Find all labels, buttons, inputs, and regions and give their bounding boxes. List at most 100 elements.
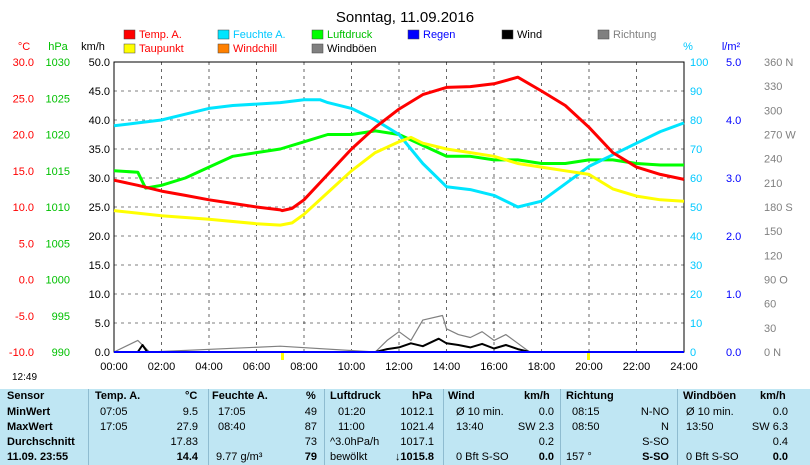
x-tick-label: 20:00 (575, 361, 603, 373)
temp-axis-unit: °C (18, 41, 30, 53)
legend-label: Feuchte A. (233, 29, 286, 41)
wind-tick-label: 15.0 (89, 260, 110, 272)
pressure-tick-label: 1025 (46, 93, 70, 105)
x-tick-label: 08:00 (290, 361, 318, 373)
series-line-taupunkt (113, 135, 685, 227)
direction-tick-label: 30 (764, 323, 776, 335)
x-tick-label: 04:00 (195, 361, 223, 373)
header-sensor: Sensor (7, 390, 45, 402)
direction-tick-label: 240 (764, 154, 782, 166)
humidity-tick-label: 10 (690, 318, 702, 330)
direction-tick-label: 90 O (764, 275, 788, 287)
header-direction: Richtung (566, 390, 614, 402)
rain-tick-label: 3.0 (726, 173, 741, 185)
chart-grid (113, 61, 685, 353)
header-temp: Temp. A. (95, 390, 141, 402)
chart-legend: Temp. A. Feuchte A. Luftdruck Regen Wind Rich… (123, 29, 656, 55)
pressure-tick-label: 995 (52, 311, 70, 323)
series-line-luftdruck (113, 129, 684, 190)
wind-tick-label: 35.0 (89, 144, 110, 156)
wind-axis-unit: km/h (81, 41, 105, 53)
legend-label: Regen (423, 29, 455, 41)
sunset-marker-icon (587, 352, 590, 360)
humidity-tick-label: 80 (690, 115, 702, 127)
direction-tick-label: 120 (764, 250, 782, 262)
series-line-feuchte-a (113, 98, 685, 209)
wind-tick-label: 50.0 (89, 57, 110, 69)
legend-label: Richtung (613, 29, 656, 41)
wind-tick-label: 0.0 (95, 347, 110, 359)
chart-plot-lines (113, 75, 685, 353)
direction-tick-label: 300 (764, 105, 782, 117)
pressure-tick-label: 1005 (46, 238, 70, 250)
header-humidity: Feuchte A. (212, 390, 268, 402)
header-wind-unit: km/h (524, 390, 550, 402)
wind-tick-label: 10.0 (89, 289, 110, 301)
legend-label: Taupunkt (139, 43, 184, 55)
wind-tick-label: 40.0 (89, 115, 110, 127)
temp-tick-label: 5.0 (19, 238, 34, 250)
pressure-tick-label: 1030 (46, 57, 70, 69)
x-tick-label: 06:00 (243, 361, 271, 373)
x-tick-label: 14:00 (433, 361, 461, 373)
legend-swatch (597, 29, 610, 40)
stats-row-min: MinWert 07:05 9.5 17:05 49 01:20 1012.1 … (7, 406, 788, 418)
rain-tick-label: 0.0 (726, 347, 741, 359)
legend-swatch (407, 29, 420, 40)
direction-tick-label: 210 (764, 178, 782, 190)
wind-tick-label: 5.0 (95, 318, 110, 330)
x-tick-label: 10:00 (338, 361, 366, 373)
header-wind: Wind (448, 390, 475, 402)
chart-title: Sonntag, 11.09.2016 (336, 9, 474, 26)
humidity-tick-label: 70 (690, 144, 702, 156)
header-gust: Windböen (683, 390, 737, 402)
x-tick-label: 22:00 (623, 361, 651, 373)
stats-table: Sensor Temp. A. °C Feuchte A. % Luftdruc… (0, 389, 810, 465)
series-line-temp-a (113, 75, 685, 213)
stats-row-current: 11.09. 23:55 14.4 9.77 g/m³ 79 bewölkt ↓… (7, 451, 788, 463)
legend-label: Luftdruck (327, 29, 373, 41)
wind-tick-label: 45.0 (89, 86, 110, 98)
legend-label: Wind (517, 29, 542, 41)
header-gust-unit: km/h (760, 390, 786, 402)
legend-label: Temp. A. (139, 29, 182, 41)
direction-tick-label: 360 N (764, 57, 793, 69)
pressure-tick-label: 1010 (46, 202, 70, 214)
humidity-tick-label: 20 (690, 289, 702, 301)
wind-tick-label: 30.0 (89, 173, 110, 185)
humidity-tick-label: 90 (690, 86, 702, 98)
temp-tick-label: 0.0 (19, 275, 34, 287)
rain-tick-label: 2.0 (726, 231, 741, 243)
chart-axes: 30.025.020.015.010.05.00.0-5.0-10.010301… (9, 41, 796, 373)
weather-chart: 30.025.020.015.010.05.00.0-5.0-10.010301… (9, 9, 796, 373)
legend-label: Windchill (233, 43, 277, 55)
header-humidity-unit: % (306, 390, 316, 402)
current-time-label: 12:49 (12, 372, 38, 383)
pressure-tick-label: 1000 (46, 275, 70, 287)
rain-tick-label: 5.0 (726, 57, 741, 69)
wind-tick-label: 20.0 (89, 231, 110, 243)
header-pressure: Luftdruck (330, 390, 381, 402)
humidity-tick-label: 30 (690, 260, 702, 272)
humidity-tick-label: 50 (690, 202, 702, 214)
stats-row-max: MaxWert 17:05 27.9 08:40 87 11:00 1021.4… (7, 421, 788, 433)
x-tick-label: 16:00 (480, 361, 508, 373)
header-temp-unit: °C (185, 390, 198, 402)
legend-swatch (217, 29, 230, 40)
legend-swatch (311, 29, 324, 40)
direction-tick-label: 180 S (764, 202, 793, 214)
pressure-tick-label: 1015 (46, 166, 70, 178)
x-tick-label: 02:00 (148, 361, 176, 373)
temp-tick-label: -5.0 (15, 311, 34, 323)
humidity-tick-label: 100 (690, 57, 708, 69)
x-tick-label: 18:00 (528, 361, 556, 373)
rain-tick-label: 4.0 (726, 115, 741, 127)
temp-tick-label: 25.0 (13, 93, 34, 105)
legend-swatch (501, 29, 514, 40)
temp-tick-label: 15.0 (13, 166, 34, 178)
legend-swatch (311, 43, 324, 54)
sunrise-marker-icon (281, 352, 284, 360)
direction-tick-label: 60 (764, 299, 776, 311)
legend-swatch (123, 29, 136, 40)
